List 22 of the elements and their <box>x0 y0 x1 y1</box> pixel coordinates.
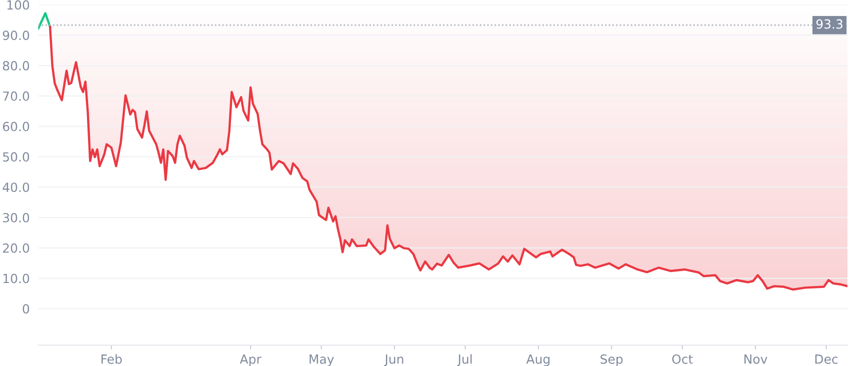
x-tick-label: Jul <box>457 354 472 366</box>
y-tick-label: 30.0 <box>3 212 30 222</box>
x-tick-label: Jun <box>384 354 404 366</box>
x-tick-label: Aug <box>526 354 550 366</box>
y-tick-label: 100 <box>7 0 30 10</box>
y-tick-label: 0 <box>22 304 30 314</box>
ref-line-label: 93.3 <box>816 19 842 29</box>
y-tick-label: 10.0 <box>3 274 30 284</box>
x-tick-label: Apr <box>240 354 262 366</box>
y-tick-label: 90.0 <box>2 30 30 40</box>
y-tick-label: 80.0 <box>2 61 30 70</box>
y-tick-label: 60.0 <box>2 122 30 132</box>
y-tick-label: 70.0 <box>3 91 30 101</box>
x-tick-label: Dec <box>815 354 838 364</box>
y-tick-label: 40.0 <box>2 182 30 192</box>
x-tick-label: Sep <box>600 354 623 366</box>
x-tick-label: Feb <box>102 354 122 364</box>
y-tick-label: 20.0 <box>3 243 30 253</box>
x-tick-label: May <box>310 354 334 366</box>
y-tick-label: 50.0 <box>3 152 30 162</box>
x-tick-label: Nov <box>744 354 768 364</box>
x-tick-label: Oct <box>672 354 693 364</box>
